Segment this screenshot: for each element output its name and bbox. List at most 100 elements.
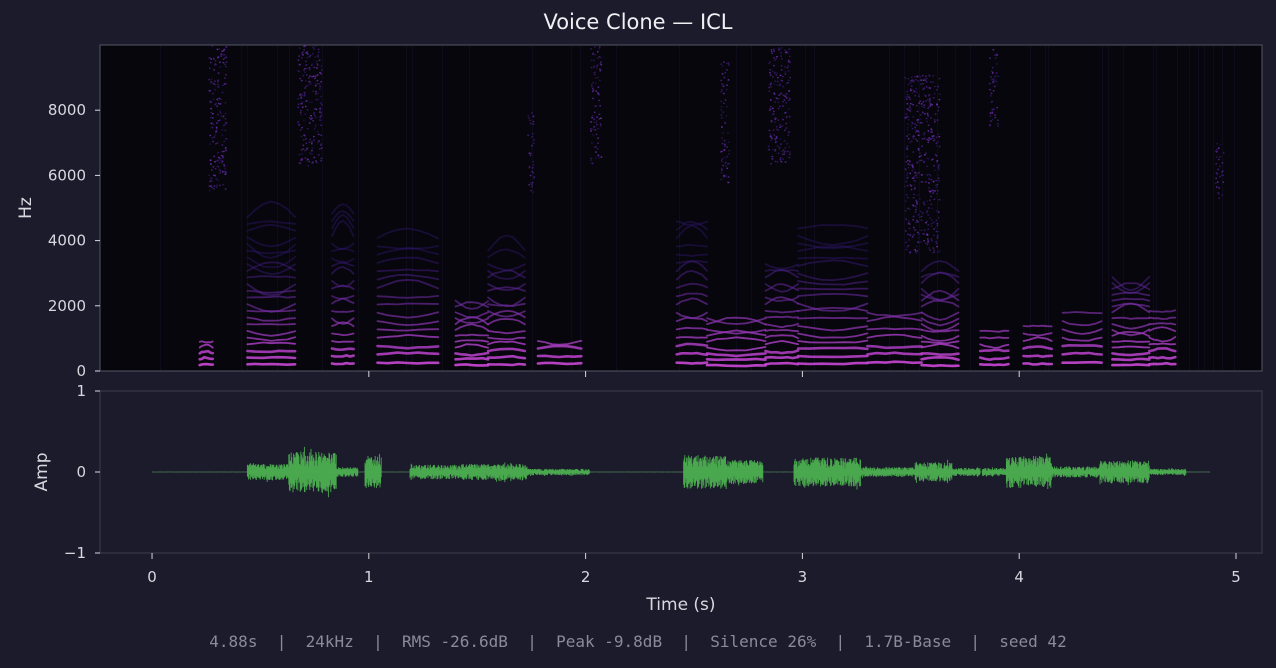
spectrogram-noise-speck [215, 126, 218, 129]
spectrogram-noise-speck [214, 103, 216, 106]
spectrogram-noise-speck [301, 127, 303, 129]
spectrogram-noise-speck [920, 103, 923, 105]
spectrogram-noise-speck [720, 109, 722, 111]
spectrogram-noise-speck [316, 131, 319, 133]
spectrogram-noise-speck [530, 189, 532, 192]
spectrogram-noise-speck [225, 148, 227, 150]
spectrogram-noise-speck [923, 133, 925, 136]
spectrogram-noise-speck [726, 88, 728, 91]
spectrogram-noise-speck [720, 63, 722, 65]
spectrogram-noise-speck [921, 159, 923, 162]
spectrogram-noise-speck [299, 162, 302, 164]
spectrogram-harmonic [454, 323, 489, 332]
spectrogram-noise-speck [1219, 165, 1221, 167]
spectrogram-noise-speck [594, 146, 596, 148]
waveform-xtick-label: 2 [581, 568, 591, 586]
spectrogram-fricative-burst [590, 46, 603, 165]
spectrogram-noise-speck [919, 241, 922, 243]
spectrogram-noise-speck [725, 175, 728, 177]
spectrogram-noise-speck [314, 83, 317, 85]
spectrogram-noise-speck [728, 64, 730, 66]
spectrogram-harmonic [796, 354, 869, 359]
spectrogram-noise-speck [928, 87, 931, 89]
spectrogram-noise-speck [721, 137, 723, 139]
spectrogram-noise-speck [914, 229, 916, 231]
spectrogram-noise-speck [304, 45, 306, 47]
spectrogram-noise-speck [597, 86, 600, 88]
spectrogram-noise-speck [917, 119, 920, 121]
spectrogram-noise-speck [532, 115, 534, 118]
spectrogram-noise-speck [1222, 181, 1225, 183]
spectrogram-noise-speck [770, 51, 773, 53]
spectrogram-noise-speck [306, 109, 309, 111]
spectrogram-noise-speck [994, 79, 997, 81]
spectrogram-noise-speck [937, 141, 939, 143]
spectrogram-noise-speck [934, 119, 936, 121]
spectrogram-noise-speck [917, 221, 919, 223]
spectrogram-noise-speck [315, 160, 317, 162]
spectrogram-harmonic [454, 356, 490, 361]
spectrogram-noise-speck [911, 164, 913, 166]
spectrogram-noise-speck [925, 75, 927, 77]
spectrogram-noise-speck [927, 107, 929, 109]
spectrogram-noise-speck [298, 70, 301, 73]
spectrogram-harmonic [796, 361, 869, 366]
spectrogram-noise-speck [929, 199, 931, 201]
spectrogram-noise-speck [907, 108, 909, 111]
spectrogram-noise-speck [931, 104, 933, 106]
spectrogram-noise-speck [308, 56, 311, 58]
spectrogram-harmonic [454, 343, 489, 349]
spectrogram-noise-speck [302, 144, 305, 146]
spectrogram-noise-column [1153, 45, 1154, 371]
spectrogram-harmonic [920, 352, 960, 357]
stat-item: 1.7B-Base [864, 632, 952, 651]
spectrogram-noise-speck [904, 117, 907, 120]
spectrogram-noise-speck [297, 98, 299, 100]
spectrogram-harmonic [920, 342, 960, 349]
spectrogram-noise-speck [908, 96, 911, 99]
spectrogram-noise-speck [313, 48, 315, 50]
spectrogram-noise-speck [531, 183, 533, 185]
spectrogram-harmonic [1148, 347, 1177, 353]
spectrogram-noise-speck [209, 143, 211, 145]
spectrogram-noise-speck [768, 90, 770, 92]
spectrogram-noise-speck [787, 65, 790, 67]
spectrogram-noise-speck [530, 152, 533, 155]
spectrogram-noise-speck [306, 100, 308, 102]
spectrogram-noise-speck [936, 119, 939, 121]
spectrogram-noise-speck [782, 94, 785, 96]
spectrogram-noise-speck [914, 172, 916, 175]
spectrogram-noise-speck [298, 123, 300, 126]
spectrogram-noise-speck [297, 70, 299, 72]
spectrogram-noise-speck [305, 85, 308, 87]
spectrogram-noise-speck [905, 194, 908, 196]
spectrogram-noise-speck [993, 80, 995, 83]
spectrogram-noise-speck [938, 93, 941, 95]
spectrogram-noise-speck [938, 77, 941, 80]
spectrogram-noise-speck [209, 180, 211, 183]
spectrogram-noise-speck [1218, 197, 1221, 199]
spectrogram-noise-speck [218, 168, 221, 171]
spectrogram-noise-speck [937, 174, 939, 177]
spectrogram-noise-speck [210, 58, 213, 60]
spectrogram-noise-speck [599, 105, 601, 107]
spectrogram-noise-speck [720, 114, 723, 116]
waveform-trace [151, 446, 1211, 498]
spectrogram-noise-speck [913, 184, 915, 186]
spectrogram-noise-speck [532, 160, 534, 163]
spectrogram-harmonic [705, 357, 767, 362]
spectrogram-noise-speck [991, 108, 994, 111]
spectrogram-noise-speck [597, 137, 599, 139]
spectrogram-noise-speck [922, 212, 924, 214]
spectrogram-noise-speck [297, 107, 299, 109]
spectrogram-voiced-segment [866, 311, 923, 365]
spectrogram-noise-speck [221, 134, 224, 137]
spectrogram-noise-speck [904, 230, 907, 232]
spectrogram-harmonic [331, 317, 355, 325]
spectrogram-noise-speck [937, 166, 940, 168]
spectrogram-harmonic [675, 244, 708, 248]
spectrogram-noise-speck [922, 202, 925, 204]
spectrogram-noise-speck [917, 241, 920, 244]
spectrogram-noise-speck [923, 233, 925, 235]
